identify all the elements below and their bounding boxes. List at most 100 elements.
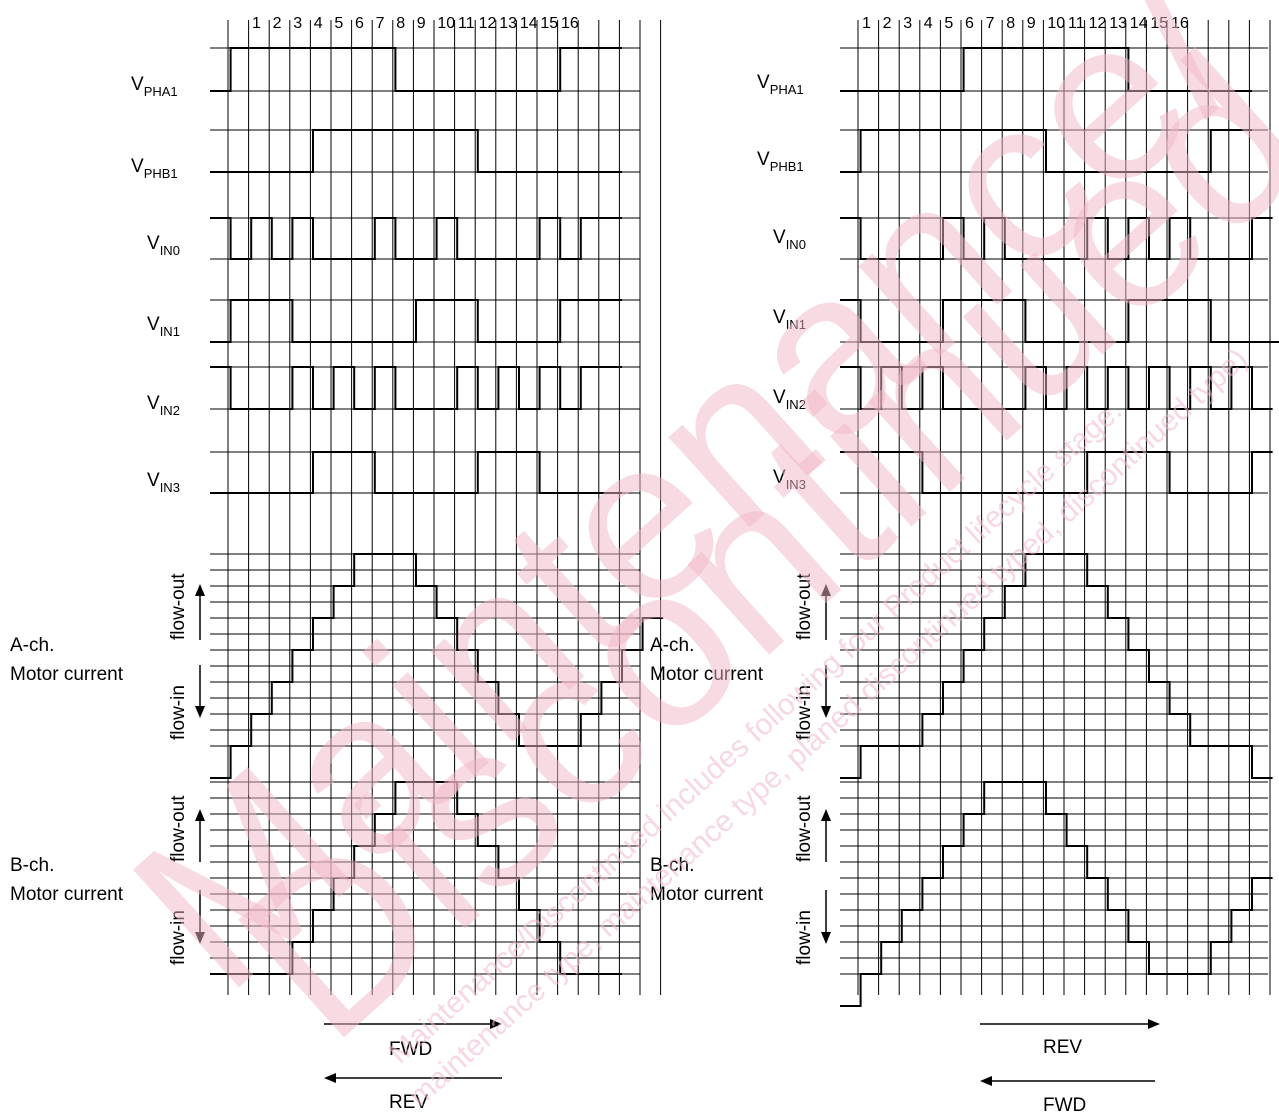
right-a-flow-in-arrow — [821, 665, 831, 718]
step-number: 4 — [314, 15, 323, 32]
right-b-flow-out-arrow — [821, 809, 831, 862]
step-number: 2 — [883, 15, 892, 32]
step-number: 13 — [1109, 15, 1127, 32]
step-number: 12 — [1089, 15, 1107, 32]
step-number: 4 — [924, 15, 933, 32]
step-number: 14 — [520, 15, 538, 32]
a-motor-current-label: Motor current — [10, 664, 124, 685]
step-number: 5 — [944, 15, 953, 32]
waveform-phb1 — [210, 129, 622, 173]
left-fwd-label: FWD — [389, 1039, 432, 1060]
left-fwd-arrow — [324, 1019, 502, 1029]
left-b-flow-in-arrow — [195, 890, 205, 944]
right-a-ch-label: A-ch. — [650, 635, 694, 656]
left-step-numbers: 1 2 3 4 5 6 7 8 9 10 11 12 13 14 15 16 — [252, 15, 579, 32]
step-number: 9 — [417, 15, 426, 32]
label-vphb1: VPHB1 — [131, 156, 178, 181]
right-b-ch-label: B-ch. — [650, 855, 694, 876]
label-vin2: VIN2 — [147, 393, 180, 418]
right-label-vin0: VIN0 — [773, 227, 806, 252]
label-vin3: VIN3 — [147, 470, 180, 495]
waveform-pha1 — [210, 47, 622, 92]
left-rev-arrow — [324, 1073, 502, 1083]
right-label-vpha1: VPHA1 — [757, 72, 804, 97]
right-a-flow-in-label: flow-in — [794, 685, 815, 740]
left-a-flow-in-arrow — [195, 665, 205, 718]
right-label-vphb1: VPHB1 — [757, 149, 804, 174]
step-number: 3 — [293, 15, 302, 32]
step-number: 6 — [965, 15, 974, 32]
label-vin0: VIN0 — [147, 233, 180, 258]
step-number: 7 — [376, 15, 385, 32]
step-number: 12 — [479, 15, 497, 32]
right-panel: 1 2 3 4 5 6 7 8 9 10 11 12 13 14 15 16 VPHA1 VPHB1 VIN0… — [650, 15, 1279, 1115]
right-grid — [840, 20, 1271, 995]
waveform-in2 — [210, 366, 622, 410]
left-panel: 1 2 3 4 5 6 7 8 9 10 11 12 13 14 15 16 VPHA1 VPHB1 VIN0… — [10, 15, 664, 1113]
waveform-a_current — [840, 553, 1273, 779]
waveform-in1 — [840, 299, 1279, 343]
right-a-flow-out-label: flow-out — [794, 573, 815, 640]
step-number: 14 — [1130, 15, 1148, 32]
right-label-vin3: VIN3 — [773, 467, 806, 492]
waveform-b_current — [840, 781, 1273, 1007]
a-ch-label: A-ch. — [10, 635, 54, 656]
left-grid — [210, 20, 662, 995]
left-rev-label: REV — [389, 1092, 428, 1113]
step-number: 7 — [986, 15, 995, 32]
b-flow-in-label: flow-in — [168, 910, 189, 965]
step-number: 9 — [1027, 15, 1036, 32]
step-number: 13 — [499, 15, 517, 32]
left-b-flow-out-arrow — [195, 809, 205, 862]
right-b-motor-current-label: Motor current — [650, 884, 764, 905]
waveform-b_current — [210, 781, 622, 975]
step-number: 6 — [355, 15, 364, 32]
right-b-flow-in-label: flow-in — [794, 910, 815, 965]
step-number: 11 — [458, 15, 475, 32]
step-number: 15 — [540, 15, 558, 32]
right-step-numbers: 1 2 3 4 5 6 7 8 9 10 11 12 13 14 15 16 — [862, 15, 1189, 32]
step-number: 3 — [903, 15, 912, 32]
waveform-in2 — [840, 366, 1273, 410]
step-number: 11 — [1068, 15, 1085, 32]
waveform-in0 — [840, 217, 1273, 260]
step-number: 8 — [1006, 15, 1015, 32]
right-a-motor-current-label: Motor current — [650, 664, 764, 685]
step-number: 2 — [273, 15, 282, 32]
step-number: 5 — [334, 15, 343, 32]
waveform-in3 — [210, 451, 622, 494]
watermark-line2: Discontinued — [191, 6, 1279, 1087]
right-rev-label: REV — [1043, 1037, 1082, 1058]
label-vin1: VIN1 — [147, 314, 180, 339]
right-fwd-label: FWD — [1043, 1095, 1086, 1115]
b-flow-out-label: flow-out — [168, 795, 189, 862]
right-waveforms — [840, 47, 1279, 1007]
waveform-in0 — [210, 217, 622, 260]
a-flow-in-label: flow-in — [168, 685, 189, 740]
right-rev-arrow — [980, 1019, 1160, 1029]
waveform-a_current — [210, 553, 664, 779]
step-number: 15 — [1150, 15, 1168, 32]
left-waveforms — [210, 47, 664, 975]
right-b-flow-in-arrow — [821, 890, 831, 944]
right-a-flow-out-arrow — [821, 584, 831, 640]
step-number: 1 — [862, 15, 871, 32]
step-number: 10 — [437, 15, 455, 32]
step-number: 1 — [252, 15, 261, 32]
right-label-vin2: VIN2 — [773, 387, 806, 412]
waveform-in1 — [210, 299, 622, 343]
waveform-pha1 — [840, 47, 1252, 92]
step-number: 10 — [1047, 15, 1065, 32]
b-motor-current-label: Motor current — [10, 884, 124, 905]
right-b-flow-out-label: flow-out — [794, 795, 815, 862]
a-flow-out-label: flow-out — [168, 573, 189, 640]
left-a-flow-out-arrow — [195, 584, 205, 640]
waveform-in3 — [840, 451, 1273, 494]
waveform-phb1 — [840, 129, 1252, 173]
right-label-vin1: VIN1 — [773, 307, 806, 332]
right-fwd-arrow — [980, 1076, 1155, 1086]
label-vpha1: VPHA1 — [131, 74, 178, 99]
step-number: 16 — [1171, 15, 1189, 32]
